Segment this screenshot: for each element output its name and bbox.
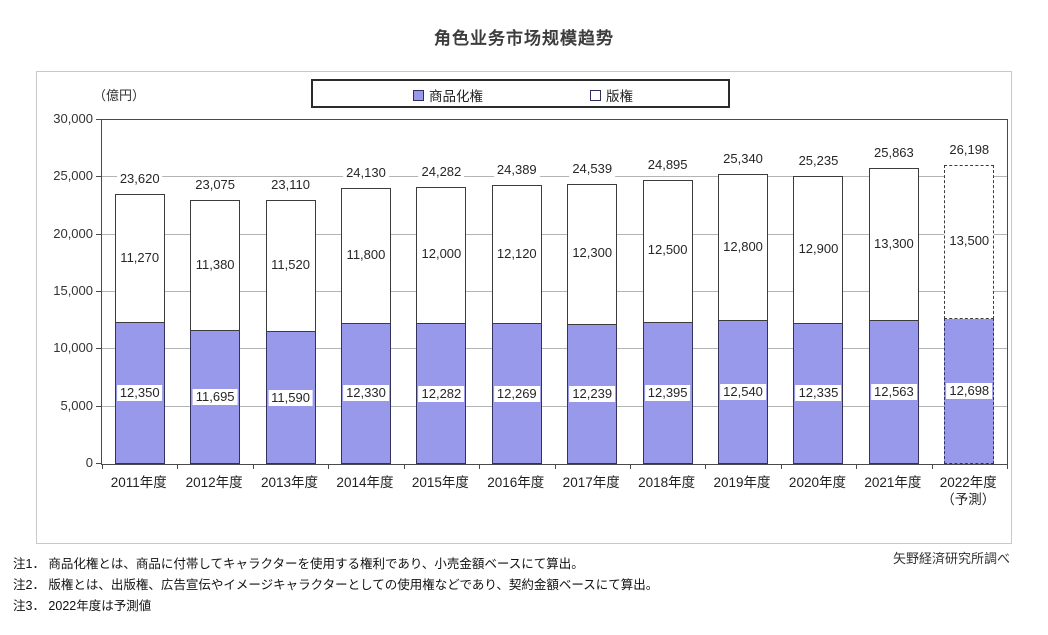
- merchandising-value-label: 12,563: [870, 383, 917, 400]
- copyright-value-label: 11,800: [343, 246, 389, 263]
- copyright-value-label: 11,520: [268, 257, 313, 274]
- total-value-label: 23,110: [268, 177, 313, 194]
- x-axis-category-label: 2014年度: [336, 475, 394, 490]
- copyright-value-label: 12,000: [418, 246, 465, 263]
- chart-title: 角色业务市场规模趋势: [434, 29, 614, 48]
- y-axis-tick: [96, 119, 102, 120]
- x-axis-tick: [328, 464, 330, 469]
- x-axis-tick: [780, 464, 782, 469]
- footnotes: 注1． 商品化権とは、商品に付帯してキャラクターを使用する権利であり、小売金額ベ…: [13, 554, 658, 617]
- gridline: [102, 233, 1007, 235]
- total-value-label: 25,235: [795, 152, 842, 169]
- merchandising-value-label: 11,695: [192, 388, 238, 405]
- footnote-2: 注2． 版権とは、出版権、広告宣伝やイメージキャラクターとしての使用権などであり…: [13, 578, 659, 592]
- merchandising-value-label: 11,590: [268, 389, 313, 406]
- legend-label: 商品化権: [429, 89, 483, 104]
- chart-frame: （億円） 商品化権 版権 12,350 11,270 23,620 11,695 11,3…: [36, 71, 1012, 544]
- x-axis-tick: [403, 464, 405, 469]
- x-axis-category-label: 2015年度: [411, 475, 469, 490]
- source-attribution: 矢野経済研究所調べ: [892, 551, 1010, 566]
- copyright-value-label: 12,300: [569, 245, 616, 262]
- total-value-label: 25,340: [720, 151, 766, 168]
- total-value-label: 25,863: [870, 145, 917, 162]
- y-axis-unit-label: （億円）: [93, 88, 146, 103]
- legend-item-copyright: 版権: [590, 85, 633, 105]
- copyright-value-label: 13,300: [870, 235, 917, 252]
- x-axis-category-label: 2011年度: [110, 475, 167, 490]
- copyright-value-label: 13,500: [946, 233, 993, 249]
- y-axis-tick: [96, 405, 102, 407]
- footnote-1: 注1． 商品化権とは、商品に付帯してキャラクターを使用する権利であり、小売金額ベ…: [13, 557, 584, 571]
- copyright-value-label: 11,270: [117, 249, 163, 266]
- y-axis-tick-label: 20,000: [53, 225, 93, 241]
- x-axis-tick: [177, 464, 179, 469]
- copyright-value-label: 12,120: [493, 245, 540, 262]
- merchandising-value-label: 12,239: [569, 385, 616, 402]
- merchandising-value-label: 12,335: [795, 385, 842, 402]
- merchandising-value-label: 12,269: [493, 385, 540, 402]
- x-axis-category-label: 2012年度: [185, 475, 243, 490]
- plot-area: 12,350 11,270 23,620 11,695 11,380 23,075 11,5…: [96, 119, 1008, 469]
- y-axis-tick: [96, 176, 102, 178]
- gridline: [102, 291, 1007, 292]
- merchandising-swatch-icon: [413, 89, 424, 101]
- x-axis-tick: [102, 464, 103, 469]
- legend-item-merchandising: 商品化権: [413, 85, 483, 105]
- legend: 商品化権 版権: [311, 79, 730, 108]
- footnote-3: 注3． 2022年度は予測値: [13, 599, 152, 613]
- merchandising-value-label: 12,282: [418, 385, 465, 402]
- copyright-value-label: 12,500: [644, 242, 691, 259]
- x-axis-category-label: 2017年度: [562, 475, 620, 490]
- total-value-label: 24,282: [418, 163, 465, 180]
- total-value-label: 23,620: [116, 171, 163, 188]
- total-value-label: 24,389: [493, 162, 540, 179]
- y-axis-tick-label: 30,000: [53, 111, 93, 126]
- y-axis-tick-label: 15,000: [53, 283, 93, 298]
- copyright-value-label: 12,800: [720, 238, 766, 255]
- merchandising-value-label: 12,350: [116, 385, 163, 402]
- forecast-sublabel: （予測）: [941, 492, 996, 507]
- gridline: [102, 348, 1007, 350]
- y-axis-tick: [96, 348, 102, 350]
- gridline: [102, 405, 1007, 407]
- merchandising-value-label: 12,540: [720, 384, 766, 401]
- total-value-label: 26,198: [946, 141, 993, 158]
- legend-label: 版権: [606, 89, 633, 104]
- y-axis-tick-label: 10,000: [53, 340, 93, 356]
- x-axis-category-label: 2022年度 （予測）: [939, 475, 997, 507]
- x-axis-category-label: 2016年度: [487, 475, 545, 490]
- x-axis-category-label: 2013年度: [261, 475, 319, 490]
- copyright-value-label: 11,380: [192, 256, 238, 273]
- merchandising-value-label: 12,330: [343, 385, 389, 402]
- x-axis-category-label: 2019年度: [713, 475, 771, 490]
- x-axis-tick: [1007, 464, 1008, 469]
- copyright-value-label: 12,900: [795, 240, 842, 257]
- y-axis-tick-label: 5,000: [60, 397, 93, 413]
- x-axis-tick: [629, 464, 631, 469]
- y-axis-tick: [96, 463, 102, 464]
- x-axis-category-label: 2021年度: [864, 475, 922, 490]
- total-value-label: 24,895: [644, 156, 691, 173]
- x-axis-category-label: 2020年度: [788, 475, 846, 490]
- total-value-label: 24,130: [343, 165, 389, 182]
- copyright-swatch-icon: [590, 89, 601, 101]
- x-axis-tick: [931, 464, 933, 469]
- y-axis-tick: [96, 291, 102, 292]
- y-axis-tick: [96, 233, 102, 235]
- x-axis-tick: [856, 464, 858, 469]
- x-axis-tick: [554, 464, 556, 469]
- gridline: [102, 176, 1007, 178]
- x-axis-category-label: 2018年度: [638, 475, 696, 490]
- y-axis-tick-label: 25,000: [53, 168, 93, 184]
- x-axis-tick: [479, 464, 481, 469]
- total-value-label: 24,539: [569, 160, 616, 177]
- total-value-label: 23,075: [192, 177, 239, 194]
- merchandising-value-label: 12,395: [644, 384, 691, 401]
- y-axis-tick-label: 0: [85, 455, 93, 470]
- x-axis-tick: [252, 464, 254, 469]
- x-axis-tick: [705, 464, 707, 469]
- merchandising-value-label: 12,698: [946, 383, 993, 400]
